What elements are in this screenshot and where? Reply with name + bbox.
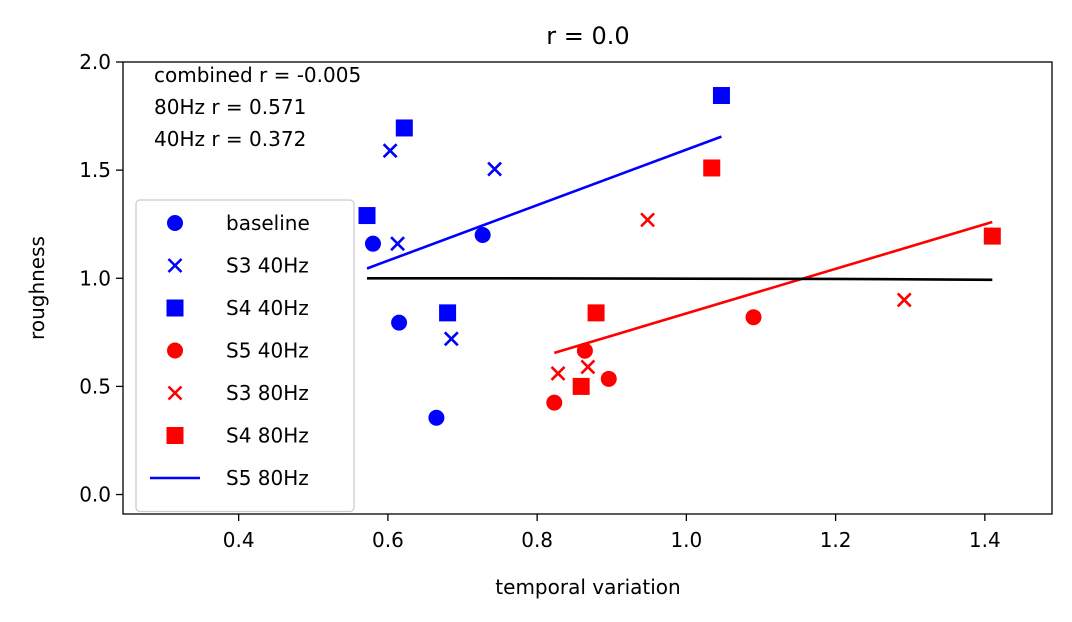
y-tick-label-3: 1.5 bbox=[79, 158, 111, 182]
x-tick-label-5: 1.4 bbox=[969, 528, 1001, 552]
series-5-point-0 bbox=[572, 377, 590, 395]
fit-lines bbox=[367, 220, 993, 355]
y-tick-label-2: 1.0 bbox=[79, 266, 111, 290]
series-2-point-2 bbox=[439, 304, 457, 322]
x-axis-label: temporal variation bbox=[495, 575, 680, 599]
series-4-point-0 bbox=[550, 366, 566, 381]
series-1-point-2-stroke-b bbox=[390, 236, 406, 252]
legend-marker-0 bbox=[167, 215, 183, 231]
series-4-point-1 bbox=[580, 359, 596, 375]
series-3-point-2 bbox=[600, 370, 617, 387]
series-2-point-1 bbox=[395, 119, 413, 137]
annotation-2: 40Hz r = 0.372 bbox=[154, 127, 306, 151]
legend-label-0: baseline bbox=[226, 211, 310, 235]
chart-title: r = 0.0 bbox=[546, 22, 629, 50]
annotation-block: combined r = -0.005 80Hz r = 0.571 40Hz r … bbox=[154, 63, 361, 151]
series-0-point-0 bbox=[364, 235, 381, 252]
series-0-point-1 bbox=[474, 227, 491, 244]
series-1-point-0-stroke-b bbox=[382, 143, 398, 159]
series-5-point-1 bbox=[587, 304, 605, 322]
legend: baseline S3 40Hz S4 40Hz S5 40Hz S3 80Hz S4 8… bbox=[135, 199, 355, 513]
legend-marker-5 bbox=[166, 427, 184, 444]
x-tick-label-4: 1.2 bbox=[820, 528, 852, 552]
legend-label-4: S3 80Hz bbox=[226, 381, 309, 405]
y-tick-label-1: 0.5 bbox=[79, 374, 111, 398]
data-marks bbox=[358, 87, 1001, 426]
series-1-point-2 bbox=[390, 236, 406, 252]
series-1-point-1-stroke-b bbox=[487, 161, 503, 177]
series-0-point-3 bbox=[428, 409, 445, 426]
series-4-point-0-stroke-b bbox=[550, 366, 566, 381]
series-3-point-1 bbox=[576, 342, 593, 359]
fit-line-1 bbox=[367, 277, 993, 282]
series-3-point-0 bbox=[546, 394, 563, 411]
plot-frame bbox=[122, 61, 1053, 515]
x-tick-label-3: 1.0 bbox=[670, 528, 702, 552]
series-1-point-1 bbox=[487, 161, 503, 177]
x-tick-label-1: 0.6 bbox=[372, 528, 404, 552]
x-tick-label-0: 0.4 bbox=[223, 528, 255, 552]
legend-marker-2 bbox=[166, 299, 184, 317]
series-6-line bbox=[366, 135, 722, 270]
series-2-point-0 bbox=[358, 207, 376, 225]
series-2-point-3 bbox=[712, 87, 730, 105]
legend-marker-4 bbox=[167, 385, 183, 401]
y-axis-label: roughness bbox=[25, 236, 49, 340]
annotation-0: combined r = -0.005 bbox=[154, 63, 361, 87]
y-axis-ticks: 0.0 0.5 1.0 1.5 2.0 bbox=[79, 50, 123, 507]
y-tick-label-4: 2.0 bbox=[79, 50, 111, 74]
legend-marker-1 bbox=[167, 258, 183, 273]
series-4-point-2-stroke-b bbox=[640, 212, 655, 228]
series-4-point-3 bbox=[896, 292, 912, 308]
x-axis-ticks: 0.4 0.6 0.8 1.0 1.2 1.4 bbox=[223, 514, 1001, 552]
series-1-point-0 bbox=[382, 143, 398, 159]
fit-line-0 bbox=[553, 220, 993, 355]
series-4-point-3-stroke-b bbox=[896, 292, 912, 308]
series-5-point-3 bbox=[983, 227, 1001, 245]
legend-label-2: S4 40Hz bbox=[226, 296, 309, 320]
x-tick-label-2: 0.8 bbox=[521, 528, 553, 552]
legend-marker-3 bbox=[167, 342, 183, 359]
series-4-point-2 bbox=[640, 212, 655, 228]
series-3-point-3 bbox=[745, 309, 762, 326]
series-4-point-1-stroke-b bbox=[580, 359, 596, 375]
series-1-point-3 bbox=[443, 331, 459, 347]
series-0-point-2 bbox=[391, 314, 408, 331]
legend-frame bbox=[135, 199, 355, 513]
series-1-point-3-stroke-b bbox=[443, 331, 459, 347]
legend-label-6: S5 80Hz bbox=[226, 466, 309, 490]
legend-label-1: S3 40Hz bbox=[226, 254, 309, 278]
y-tick-label-0: 0.0 bbox=[79, 483, 111, 507]
legend-marker-4-stroke-b bbox=[167, 385, 183, 401]
series-5-point-2 bbox=[703, 159, 721, 177]
legend-marker-1-stroke-b bbox=[167, 258, 183, 273]
annotation-1: 80Hz r = 0.571 bbox=[154, 95, 306, 119]
legend-label-3: S5 40Hz bbox=[226, 339, 309, 363]
legend-label-5: S4 80Hz bbox=[226, 424, 309, 448]
